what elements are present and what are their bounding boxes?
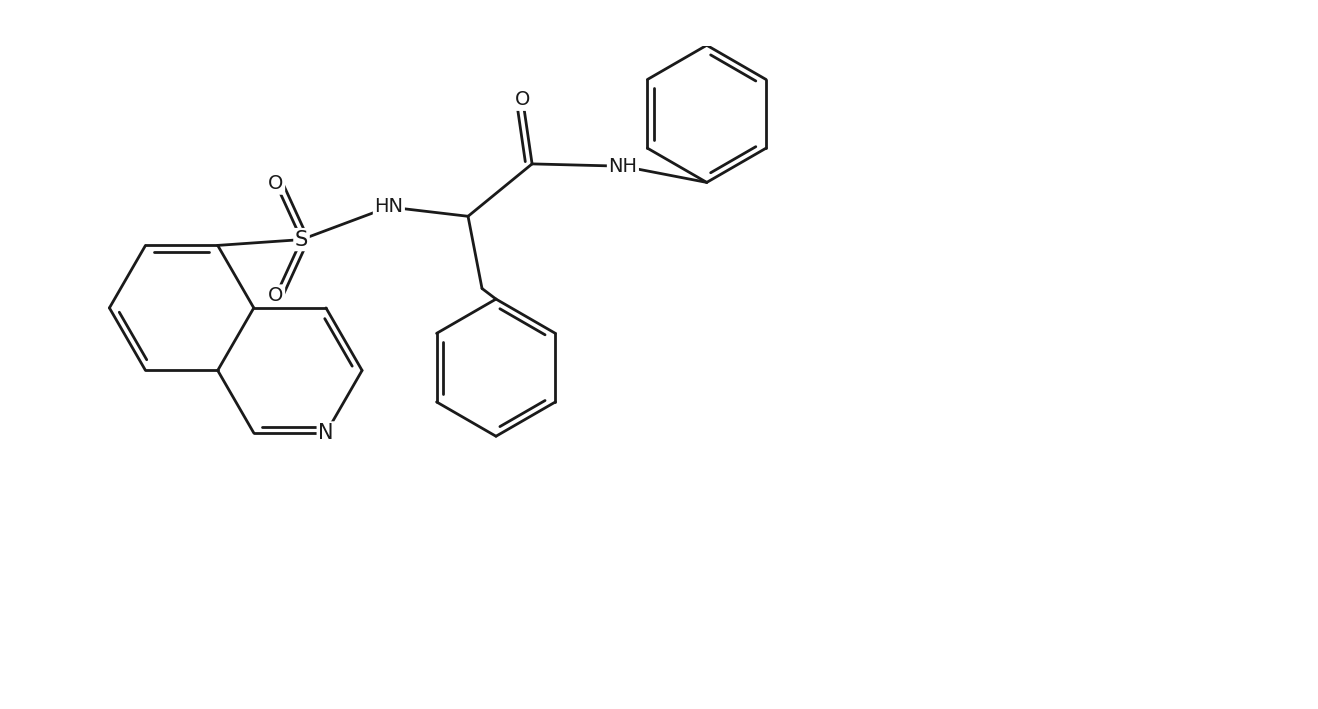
Text: HN: HN bbox=[374, 198, 403, 216]
Text: S: S bbox=[295, 230, 308, 250]
Text: N: N bbox=[318, 423, 333, 443]
Text: O: O bbox=[269, 174, 283, 193]
Text: O: O bbox=[515, 90, 530, 109]
Text: NH: NH bbox=[609, 157, 638, 176]
Text: O: O bbox=[269, 286, 283, 305]
